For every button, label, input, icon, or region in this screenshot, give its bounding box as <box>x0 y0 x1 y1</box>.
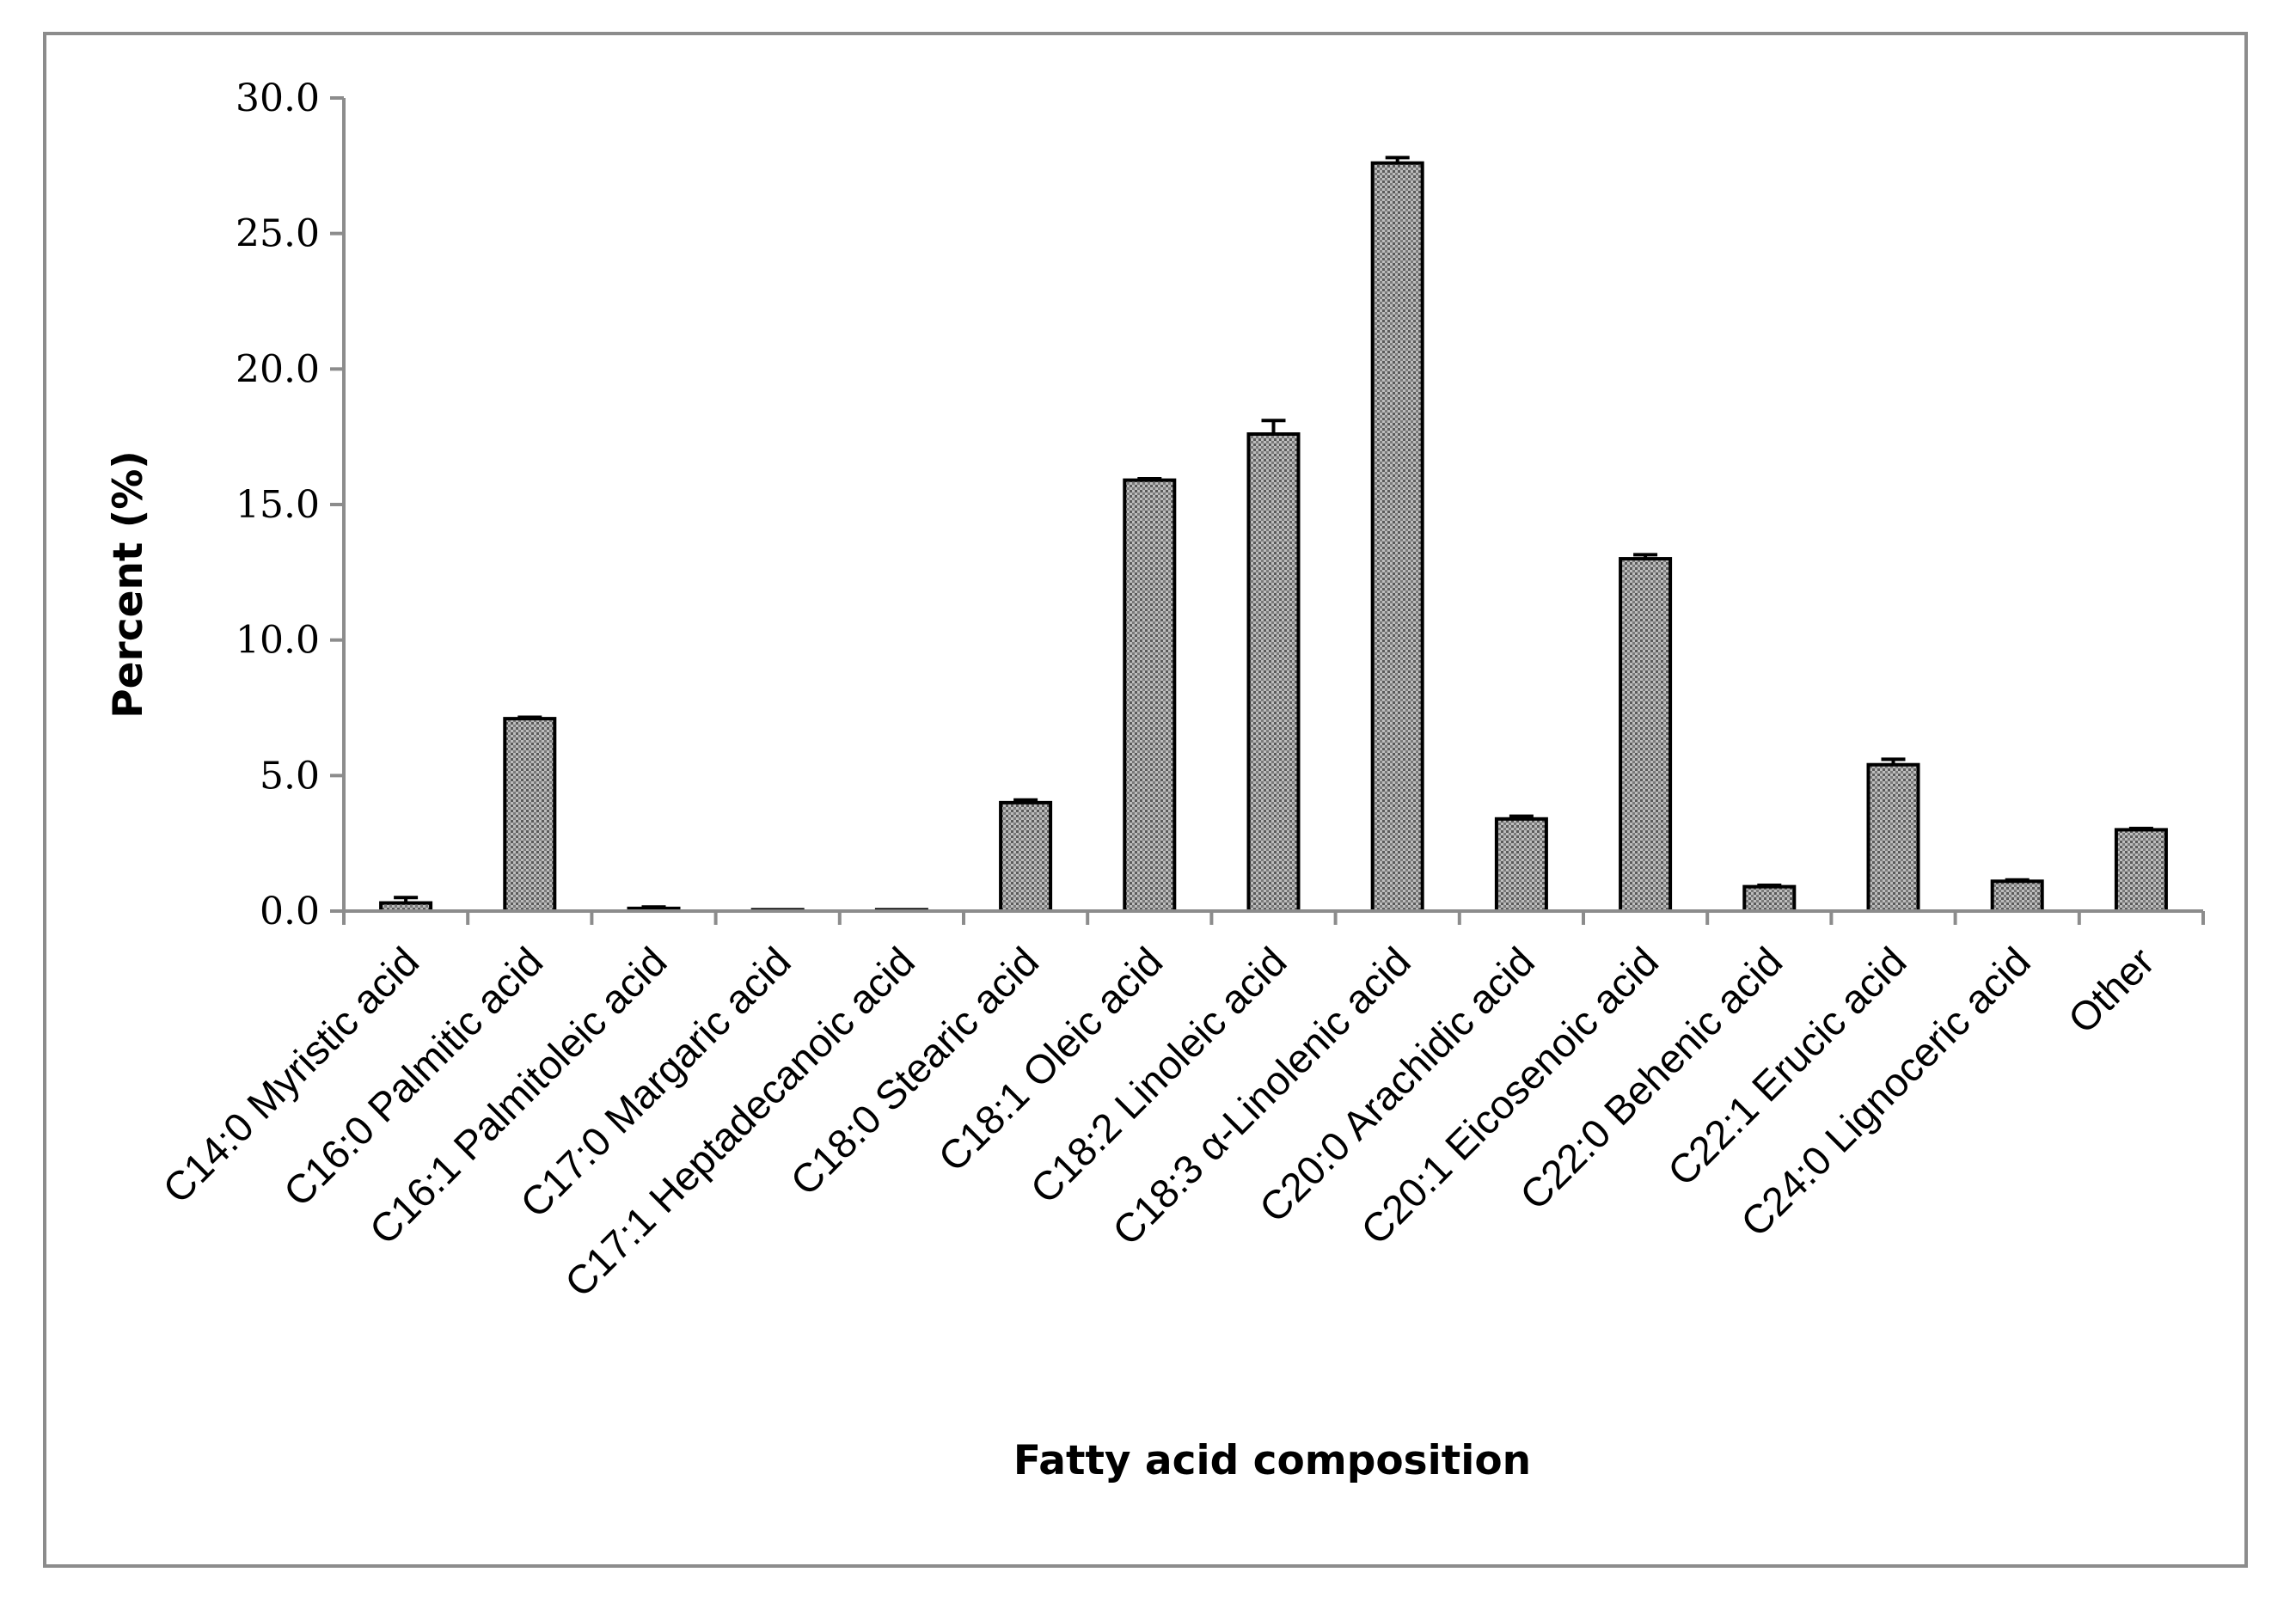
bar <box>1370 161 1424 913</box>
bar <box>1990 879 2044 914</box>
bar <box>1742 884 1797 913</box>
x-category-label: Other <box>2059 939 2163 1043</box>
bar <box>1866 762 1920 913</box>
y-tick-label: 0.0 <box>260 890 320 933</box>
bar <box>1494 817 1548 914</box>
x-category-label: C18:1 Oleic acid <box>929 939 1171 1180</box>
y-tick-label: 5.0 <box>260 754 320 798</box>
bar <box>1246 432 1301 914</box>
bar <box>999 800 1053 913</box>
y-tick-label: 20.0 <box>236 347 320 391</box>
y-tick-label: 10.0 <box>236 619 320 663</box>
y-tick-label: 15.0 <box>236 483 320 527</box>
axes-layer <box>330 96 2205 925</box>
bar <box>1123 478 1177 913</box>
x-axis-title: Fatty acid composition <box>1013 1437 1531 1484</box>
x-category-label: C22:1 Erucic acid <box>1659 939 1915 1195</box>
y-tick-label: 25.0 <box>236 212 320 256</box>
bar <box>2114 828 2168 914</box>
y-axis-title: Percent (%) <box>105 450 152 719</box>
bar <box>1619 557 1673 913</box>
error-bars-layer <box>394 156 2153 909</box>
bar <box>503 717 557 914</box>
bars-layer <box>379 161 2168 914</box>
y-tick-label: 30.0 <box>236 76 320 120</box>
